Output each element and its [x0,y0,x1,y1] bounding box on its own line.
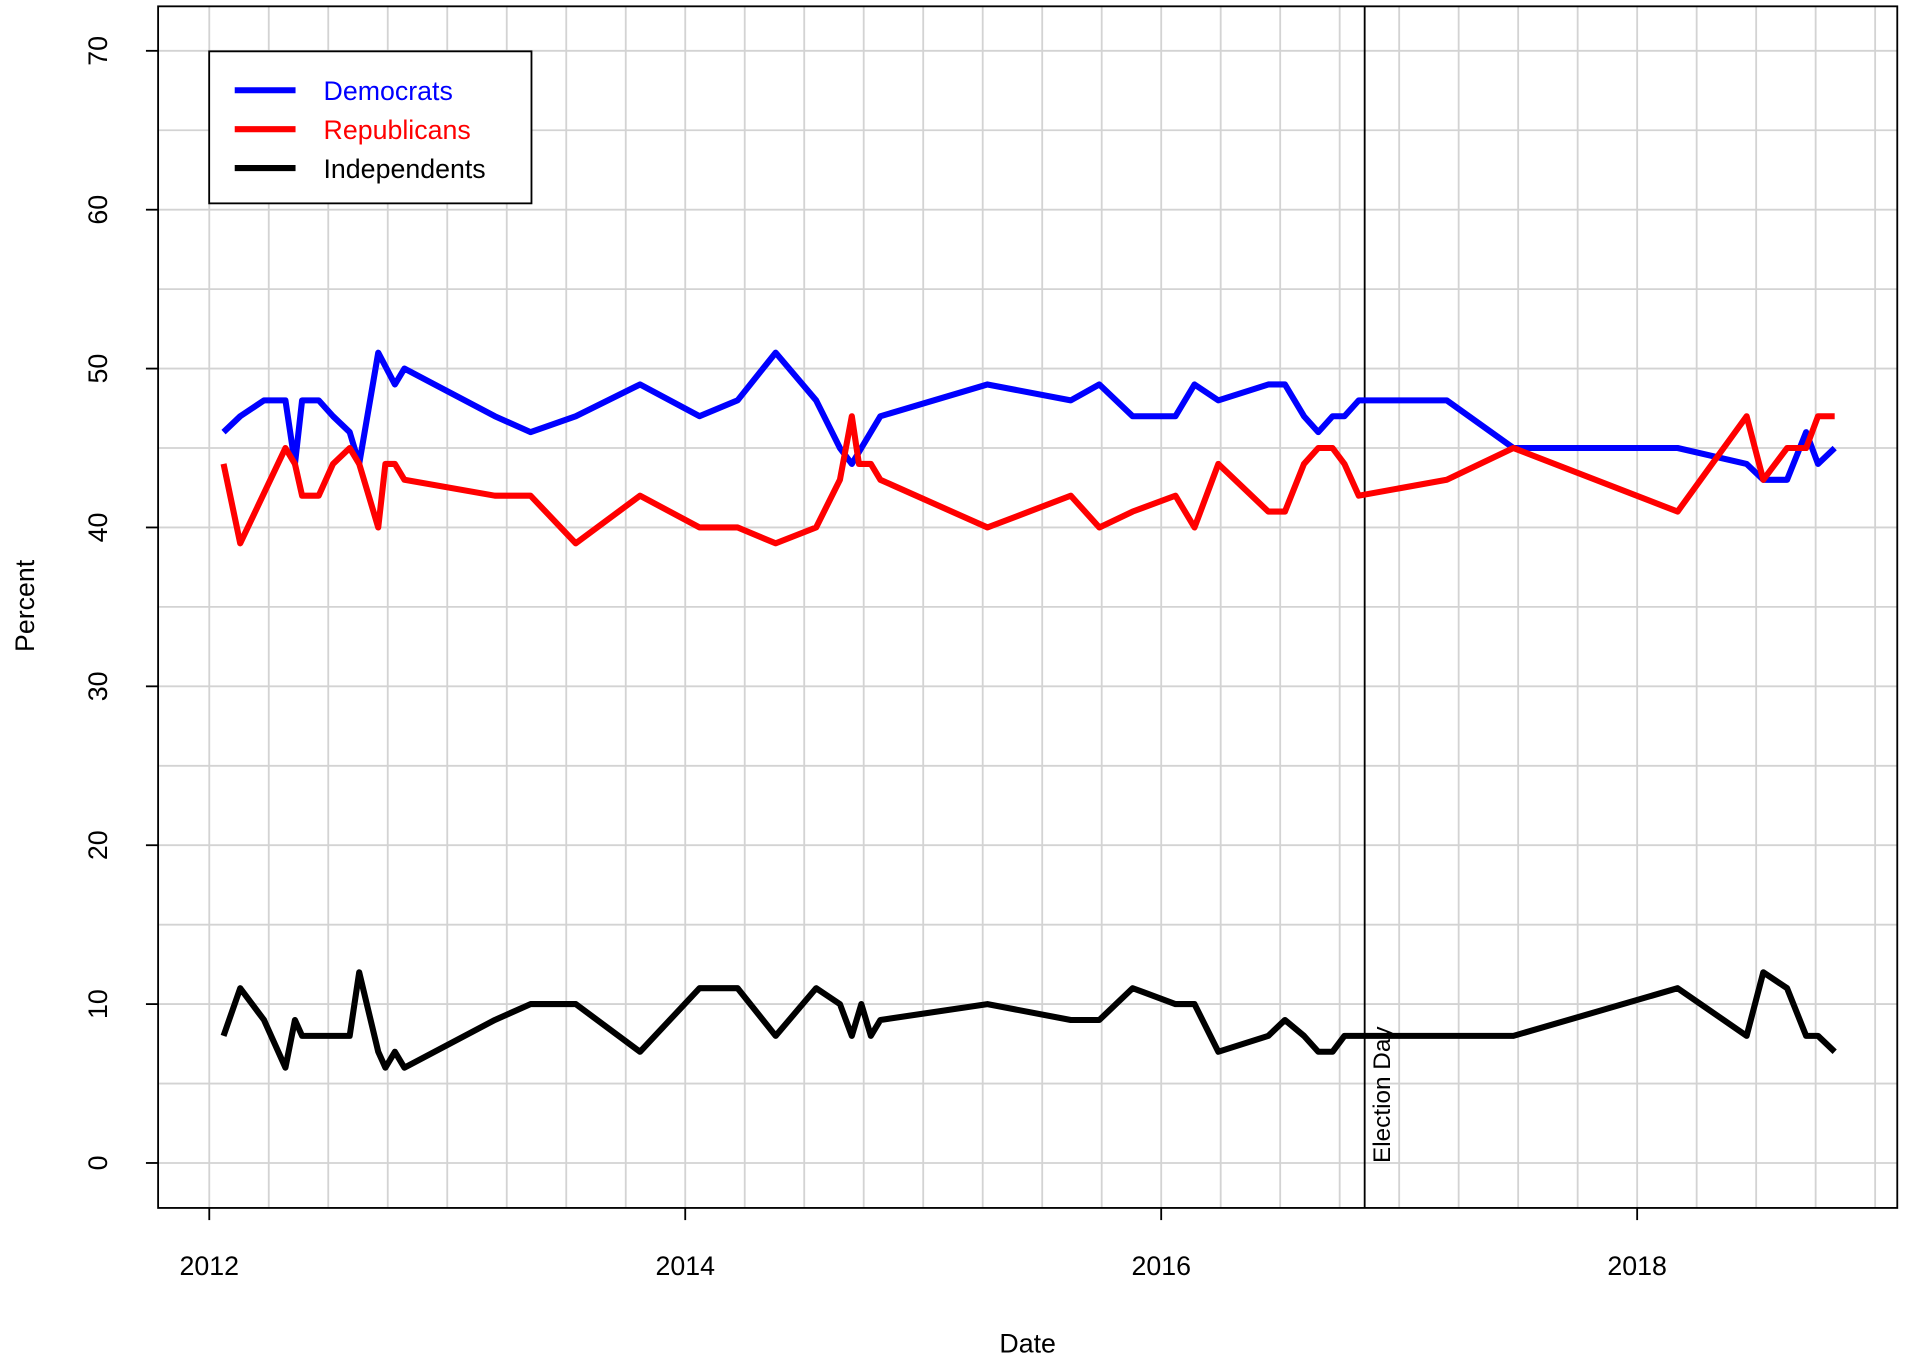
y-tick-label: 20 [83,830,113,860]
y-tick-label: 60 [83,195,113,225]
plot-frame [157,5,1899,1209]
annotation-label: Election Day [1369,1026,1396,1163]
x-tick-label: 2012 [180,1251,240,1281]
y-tick-label: 50 [83,354,113,384]
y-tick-label: 70 [83,36,113,66]
y-axis-label: Percent [10,559,40,652]
y-tick-label: 0 [83,1156,113,1171]
series-line [220,413,1835,547]
y-tick-label: 10 [83,989,113,1019]
y-tick-label: 40 [83,513,113,543]
legend-label: Democrats [324,76,453,106]
legend-label: Independents [324,154,486,184]
x-axis-label: Date [999,1329,1056,1359]
x-tick-label: 2018 [1607,1251,1667,1281]
legend-label: Republicans [324,115,471,145]
series-line [221,349,1837,483]
x-tick-label: 2016 [1131,1251,1191,1281]
x-tick-label: 2014 [655,1251,715,1281]
y-tick-label: 30 [83,671,113,701]
series-line [220,969,1837,1071]
